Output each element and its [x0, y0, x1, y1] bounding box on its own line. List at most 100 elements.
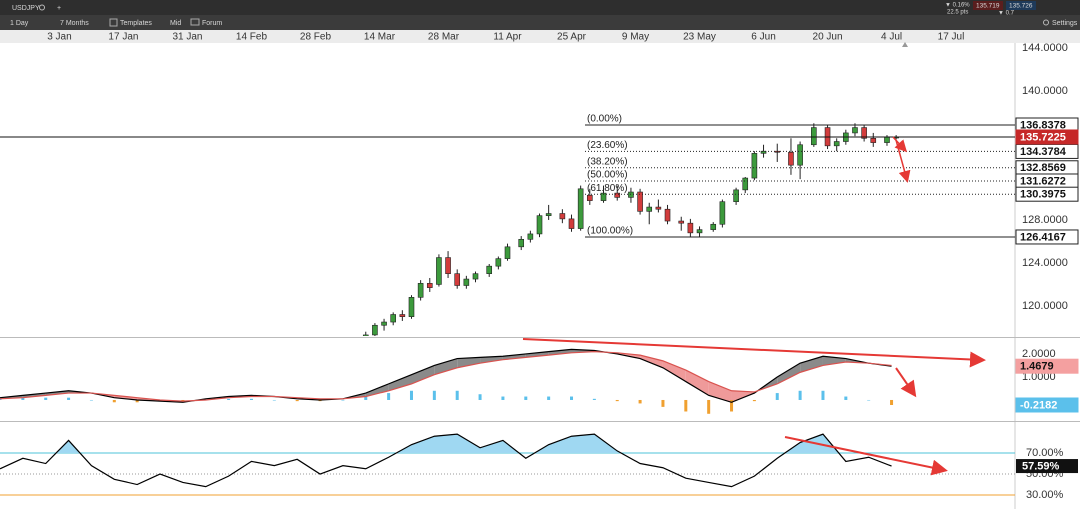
- spread: ▼ 0.7: [998, 11, 1015, 17]
- templates-button[interactable]: Templates: [120, 20, 152, 27]
- date-label: 14 Feb: [236, 32, 268, 43]
- date-label: 20 Jun: [813, 32, 843, 43]
- candle-body: [527, 233, 534, 240]
- histogram-bar: [730, 399, 734, 412]
- candle-body: [426, 283, 433, 288]
- candles: [362, 123, 899, 336]
- fib-label: (61.80%): [587, 183, 628, 194]
- candle-body: [687, 222, 694, 234]
- settings-button[interactable]: Settings: [1052, 20, 1078, 27]
- fib-label: (23.60%): [587, 140, 628, 151]
- histogram-bar: [135, 399, 139, 403]
- y-tick-label: 144.0000: [1022, 42, 1068, 54]
- candle-body: [870, 138, 877, 143]
- candle-body: [614, 192, 621, 198]
- range-button[interactable]: 7 Months: [60, 20, 89, 27]
- price-tag-label: 136.8378: [1020, 119, 1066, 131]
- macd-fill: [502, 353, 526, 360]
- fib-label: (50.00%): [587, 170, 628, 181]
- buy-box[interactable]: [1006, 1, 1036, 10]
- price-tag-label: 134.3784: [1020, 146, 1067, 158]
- histogram-bar: [592, 398, 596, 400]
- histogram-bar: [775, 393, 779, 400]
- date-axis: [0, 30, 1080, 43]
- price-tag: [1015, 129, 1079, 145]
- candle-body: [637, 191, 643, 212]
- toolbar: [0, 15, 1080, 30]
- histogram-bar: [615, 399, 619, 402]
- trend-arrow: [522, 338, 986, 368]
- histogram-bar: [227, 398, 231, 400]
- candle-body: [381, 321, 387, 326]
- histogram-bar: [707, 399, 711, 414]
- candle-body: [811, 127, 817, 146]
- candle-body: [586, 194, 593, 201]
- histogram-bar: [798, 390, 802, 400]
- candle-body: [408, 297, 415, 317]
- sell-box[interactable]: [973, 1, 1003, 10]
- forum-button[interactable]: Forum: [202, 20, 222, 27]
- price-tag-label: -0.2182: [1020, 399, 1057, 411]
- candle-body: [518, 239, 525, 248]
- interval-button[interactable]: 1 Day: [10, 20, 29, 27]
- y-tick-label: 128.0000: [1022, 214, 1068, 226]
- fib-label: (38.20%): [587, 156, 628, 167]
- candle-body: [390, 314, 396, 323]
- forum-icon: [190, 18, 200, 26]
- scroll-marker[interactable]: [902, 42, 908, 47]
- price-mode-button[interactable]: Mid: [170, 20, 181, 27]
- price-tag-label: 126.4167: [1020, 231, 1066, 243]
- settings-icon: [1043, 19, 1049, 26]
- candle-body: [545, 213, 552, 216]
- fib-label: (100.00%): [587, 226, 633, 237]
- change-pts: 22.5 pts: [947, 10, 968, 16]
- histogram-bar: [752, 399, 756, 402]
- signal-line: [0, 351, 892, 402]
- sell-price[interactable]: 135.719: [976, 3, 1000, 10]
- buy-price[interactable]: 135.726: [1009, 3, 1033, 10]
- candle-body: [833, 141, 840, 147]
- histogram-bar: [890, 399, 894, 406]
- candle-body: [559, 213, 566, 220]
- candle-body: [417, 283, 424, 298]
- candle-body: [504, 246, 511, 259]
- histogram-bar: [844, 396, 848, 400]
- date-label: 17 Jul: [938, 32, 965, 43]
- date-label: 14 Mar: [364, 32, 396, 43]
- candle-body: [486, 265, 493, 274]
- trend-arrow: [784, 436, 948, 476]
- candle-body: [719, 201, 726, 225]
- overbought-fill: [0, 434, 892, 454]
- title-bar: [0, 0, 1080, 15]
- y-tick-label: 30.00%: [1026, 489, 1064, 501]
- symbol[interactable]: USDJPY: [12, 5, 40, 12]
- date-label: 31 Jan: [172, 32, 202, 43]
- candle-body: [436, 257, 442, 285]
- price-tag: [1015, 358, 1079, 374]
- annotation-arrow: [892, 136, 908, 153]
- candle-body: [463, 278, 470, 286]
- price-tag-label: 1.4679: [1020, 361, 1054, 373]
- date-label: 3 Jan: [47, 32, 71, 43]
- macd-fill: [662, 360, 686, 382]
- templates-icon: [109, 18, 118, 27]
- price-tag-label: 130.3975: [1020, 189, 1066, 201]
- price-tag-label: 132.8569: [1020, 162, 1066, 174]
- histogram-bar: [409, 390, 413, 400]
- macd-fill: [411, 365, 435, 384]
- candle-body: [600, 192, 607, 201]
- date-label: 28 Feb: [300, 32, 332, 43]
- histogram-bar: [547, 396, 551, 400]
- search-icon[interactable]: [39, 4, 45, 11]
- macd-fill: [548, 349, 572, 356]
- price-tag: [1015, 229, 1079, 245]
- macd-fill: [777, 363, 801, 384]
- price-tag: [1015, 186, 1079, 202]
- macd-fill: [388, 374, 412, 391]
- add-tab[interactable]: +: [57, 5, 61, 12]
- candle-body: [568, 218, 575, 229]
- candle-body: [884, 136, 890, 143]
- y-tick-label: 1.0000: [1022, 371, 1056, 383]
- candle-body: [751, 153, 758, 179]
